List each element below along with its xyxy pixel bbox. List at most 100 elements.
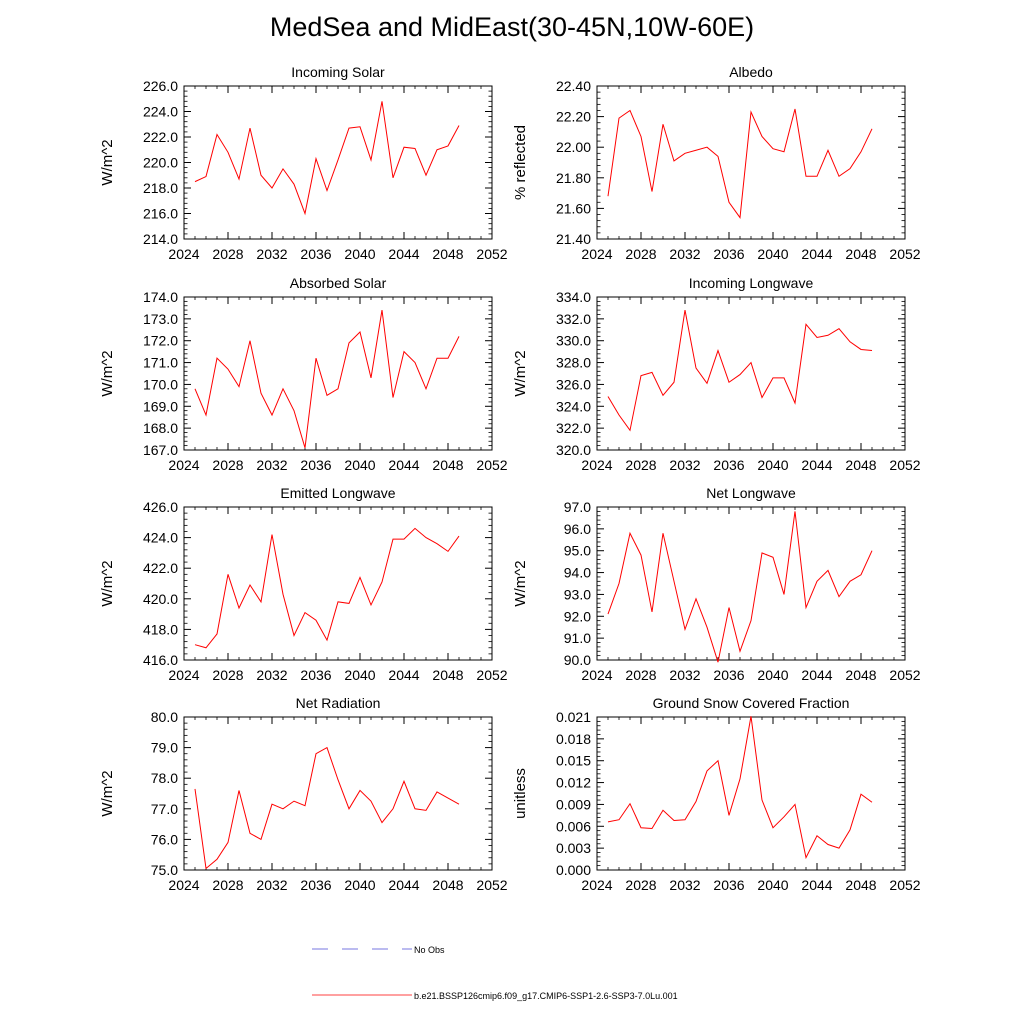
y-tick-label: 0.021 xyxy=(556,709,591,725)
y-tick-label: 222.0 xyxy=(143,129,178,145)
y-tick-label: 328.0 xyxy=(556,355,591,371)
y-tick-label: 76.0 xyxy=(151,831,178,847)
y-tick-label: 21.60 xyxy=(556,200,591,216)
y-tick-label: 220.0 xyxy=(143,155,178,171)
y-tick-label: 332.0 xyxy=(556,311,591,327)
x-tick-label: 2040 xyxy=(344,877,375,893)
x-tick-label: 2024 xyxy=(581,877,612,893)
y-tick-label: 326.0 xyxy=(556,376,591,392)
y-axis-label: W/m^2 xyxy=(512,560,529,606)
y-tick-label: 79.0 xyxy=(151,740,178,756)
x-tick-label: 2036 xyxy=(713,457,744,473)
series-line xyxy=(607,716,873,860)
y-axis-label: % reflected xyxy=(512,125,529,200)
plot-frame xyxy=(183,716,493,871)
x-tick-label: 2036 xyxy=(300,246,331,262)
chart-absorbed-solar: 2024 2028 2032 2036 2040 2044 2048 2052 167.0 168… xyxy=(99,275,508,473)
x-tick-label: 2052 xyxy=(889,246,920,262)
panel-title: Emitted Longwave xyxy=(280,485,395,501)
x-tick-label: 2032 xyxy=(256,457,287,473)
x-tick-label: 2040 xyxy=(757,667,788,683)
chart-incoming-longwave: 2024 2028 2032 2036 2040 2044 2048 2052 320.0 322… xyxy=(512,275,921,473)
y-tick-label: 0.015 xyxy=(556,753,591,769)
y-tick-label: 21.80 xyxy=(556,170,591,186)
y-tick-label: 322.0 xyxy=(556,420,591,436)
x-tick-label: 2048 xyxy=(432,246,463,262)
y-tick-label: 0.003 xyxy=(556,840,591,856)
y-tick-label: 80.0 xyxy=(151,709,178,725)
x-tick-label: 2032 xyxy=(669,877,700,893)
panel-title: Incoming Longwave xyxy=(689,275,814,291)
y-tick-label: 214.0 xyxy=(143,231,178,247)
x-tick-label: 2032 xyxy=(669,457,700,473)
series-line xyxy=(194,527,460,649)
y-tick-label: 77.0 xyxy=(151,801,178,817)
x-tick-label: 2048 xyxy=(432,877,463,893)
x-tick-label: 2040 xyxy=(757,457,788,473)
legend-label-model-run: b.e21.BSSP126cmip6.f09_g17.CMIP6-SSP1-2.… xyxy=(414,991,678,1001)
plot-frame xyxy=(183,85,493,240)
x-tick-label: 2040 xyxy=(757,877,788,893)
y-tick-label: 91.0 xyxy=(564,630,591,646)
x-tick-label: 2048 xyxy=(432,457,463,473)
panel-title: Albedo xyxy=(729,64,773,80)
x-tick-label: 2040 xyxy=(344,457,375,473)
y-axis-label: W/m^2 xyxy=(99,770,116,816)
x-tick-label: 2032 xyxy=(669,246,700,262)
chart-albedo: 2024 2028 2032 2036 2040 2044 2048 2052 21.40 21.… xyxy=(512,64,921,262)
x-tick-label: 2028 xyxy=(625,246,656,262)
y-tick-label: 169.0 xyxy=(143,398,178,414)
y-tick-label: 97.0 xyxy=(564,499,591,515)
series-line xyxy=(607,108,873,219)
x-tick-label: 2032 xyxy=(256,246,287,262)
chart-ground-snow-covered-fraction: 2024 2028 2032 2036 2040 2044 2048 2052 0.000 0.0… xyxy=(512,695,921,893)
y-tick-label: 224.0 xyxy=(143,104,178,120)
x-tick-label: 2024 xyxy=(168,457,199,473)
y-tick-label: 324.0 xyxy=(556,398,591,414)
y-tick-label: 0.012 xyxy=(556,775,591,791)
x-tick-label: 2032 xyxy=(669,667,700,683)
plot-frame xyxy=(596,716,906,871)
legend: No Obs b.e21.BSSP126cmip6.f09_g17.CMIP6-… xyxy=(312,945,678,1001)
x-tick-label: 2028 xyxy=(212,457,243,473)
y-tick-label: 426.0 xyxy=(143,499,178,515)
x-tick-label: 2032 xyxy=(256,667,287,683)
x-tick-label: 2052 xyxy=(476,246,507,262)
plot-frame xyxy=(596,506,906,661)
series-line xyxy=(194,746,460,870)
chart-incoming-solar: 2024 2028 2032 2036 2040 2044 2048 2052 214.0 216… xyxy=(99,64,508,262)
x-tick-label: 2036 xyxy=(713,246,744,262)
x-tick-label: 2048 xyxy=(845,667,876,683)
y-tick-label: 22.40 xyxy=(556,78,591,94)
y-tick-label: 22.00 xyxy=(556,139,591,155)
x-tick-label: 2024 xyxy=(168,667,199,683)
panel-title: Absorbed Solar xyxy=(290,275,387,291)
y-tick-label: 416.0 xyxy=(143,652,178,668)
x-tick-label: 2048 xyxy=(845,877,876,893)
y-tick-label: 95.0 xyxy=(564,543,591,559)
chart-emitted-longwave: 2024 2028 2032 2036 2040 2044 2048 2052 416.0 418… xyxy=(99,485,508,683)
x-tick-label: 2036 xyxy=(713,667,744,683)
y-tick-label: 78.0 xyxy=(151,770,178,786)
y-tick-label: 0.000 xyxy=(556,862,591,878)
series-line xyxy=(194,310,460,448)
y-tick-label: 424.0 xyxy=(143,530,178,546)
y-tick-label: 0.018 xyxy=(556,731,591,747)
x-tick-label: 2024 xyxy=(168,877,199,893)
y-tick-label: 173.0 xyxy=(143,311,178,327)
x-tick-label: 2044 xyxy=(388,246,419,262)
y-tick-label: 170.0 xyxy=(143,376,178,392)
x-tick-label: 2040 xyxy=(344,667,375,683)
x-tick-label: 2052 xyxy=(889,457,920,473)
x-tick-label: 2036 xyxy=(713,877,744,893)
x-tick-label: 2048 xyxy=(845,457,876,473)
x-tick-label: 2024 xyxy=(168,246,199,262)
y-tick-label: 22.20 xyxy=(556,109,591,125)
x-tick-label: 2036 xyxy=(300,877,331,893)
y-tick-label: 216.0 xyxy=(143,206,178,222)
x-tick-label: 2048 xyxy=(432,667,463,683)
x-tick-label: 2028 xyxy=(625,667,656,683)
y-tick-label: 0.006 xyxy=(556,818,591,834)
y-tick-label: 167.0 xyxy=(143,442,178,458)
x-tick-label: 2052 xyxy=(889,667,920,683)
